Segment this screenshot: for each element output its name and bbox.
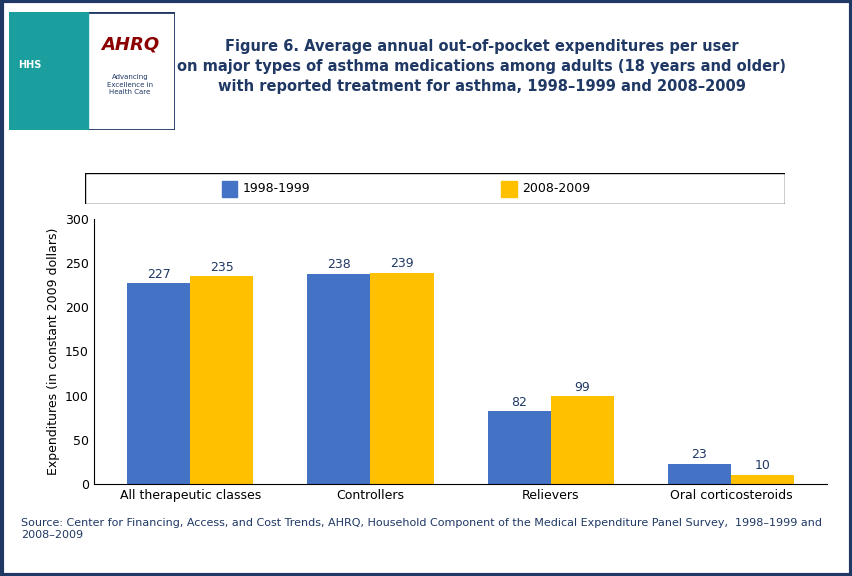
Bar (9, 12, 89, 130)
Text: 82: 82 (510, 396, 527, 409)
Y-axis label: Expenditures (in constant 2009 dollars): Expenditures (in constant 2009 dollars) (47, 228, 60, 475)
Text: HHS: HHS (19, 60, 42, 70)
FancyBboxPatch shape (85, 173, 784, 204)
Text: Source: Center for Financing, Access, and Cost Trends, AHRQ, Household Component: Source: Center for Financing, Access, an… (21, 518, 821, 540)
Bar (370, 273, 433, 484)
Bar (501, 181, 516, 196)
Text: 99: 99 (573, 381, 590, 394)
Bar (730, 475, 793, 484)
Bar (550, 396, 613, 484)
Text: Figure 6. Average annual out-of-pocket expenditures per user
on major types of a: Figure 6. Average annual out-of-pocket e… (177, 39, 786, 93)
Text: 235: 235 (210, 260, 233, 274)
Text: AHRQ: AHRQ (101, 36, 158, 54)
Text: 1998-1999: 1998-1999 (243, 182, 310, 195)
Bar (667, 464, 730, 484)
Text: 23: 23 (691, 448, 706, 461)
Text: Advancing
Excellence in
Health Care: Advancing Excellence in Health Care (106, 74, 153, 95)
Text: 227: 227 (147, 268, 170, 281)
Text: 238: 238 (326, 258, 350, 271)
Text: 2008-2009: 2008-2009 (521, 182, 590, 195)
Bar (487, 411, 550, 484)
Bar (127, 283, 190, 484)
Text: 10: 10 (754, 459, 769, 472)
Bar (190, 276, 253, 484)
Text: 239: 239 (389, 257, 413, 270)
Bar (222, 181, 237, 196)
Bar (307, 274, 370, 484)
FancyBboxPatch shape (9, 12, 175, 130)
